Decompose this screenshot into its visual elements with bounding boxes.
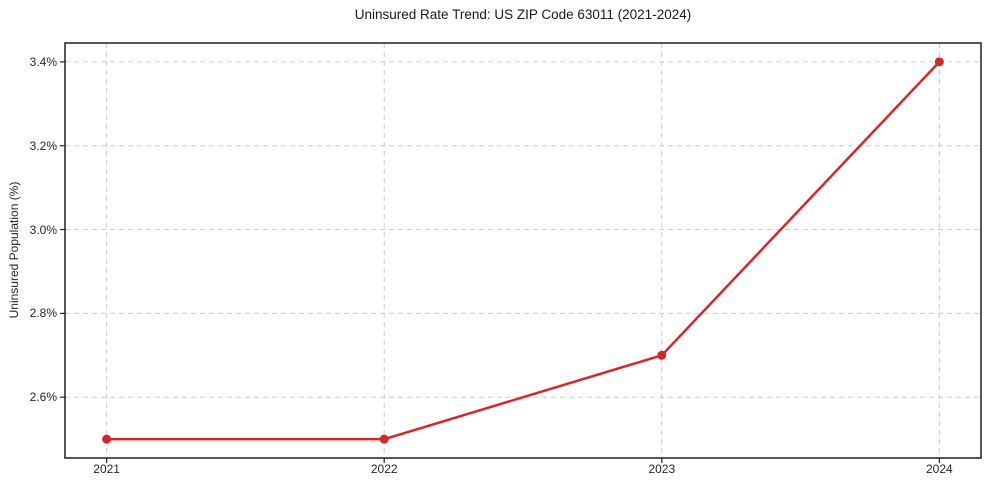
data-point-marker bbox=[657, 350, 667, 360]
y-axis-label: Uninsured Population (%) bbox=[7, 181, 21, 319]
trend-line bbox=[105, 60, 941, 441]
x-tick-label: 2024 bbox=[926, 462, 953, 476]
y-tick-label: 3.4% bbox=[29, 54, 57, 69]
plot-border bbox=[64, 42, 982, 459]
x-tick-label: 2022 bbox=[370, 462, 398, 476]
data-point-marker bbox=[102, 434, 112, 444]
data-point-marker bbox=[379, 434, 389, 444]
y-tick-label: 3.2% bbox=[29, 138, 57, 153]
x-tick-label: 2023 bbox=[648, 462, 676, 476]
chart-title: Uninsured Rate Trend: US ZIP Code 63011 … bbox=[354, 7, 692, 22]
x-tick-label: 2021 bbox=[93, 462, 120, 476]
y-tick-label: 3.0% bbox=[29, 222, 57, 237]
y-tick-label: 2.6% bbox=[29, 390, 57, 405]
y-tick-label: 2.8% bbox=[29, 306, 57, 321]
data-point-marker bbox=[934, 57, 944, 67]
